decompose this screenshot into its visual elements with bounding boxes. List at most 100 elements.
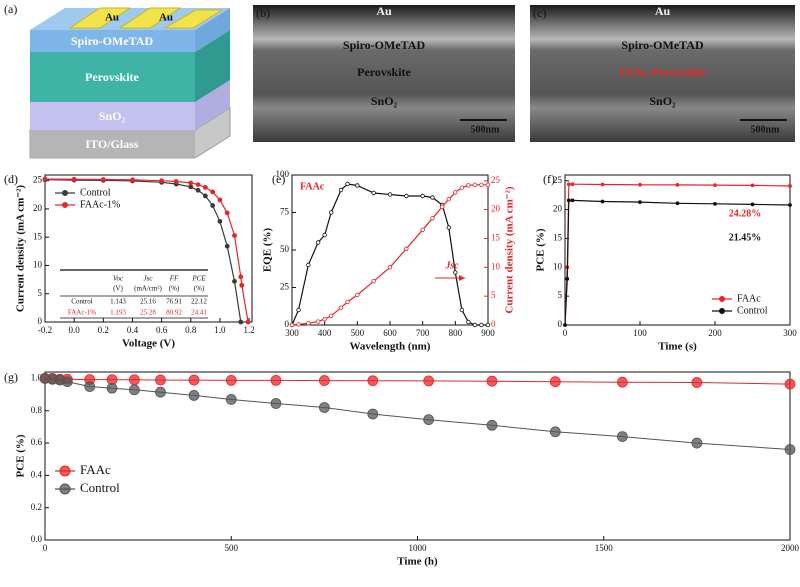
data-point: [566, 182, 571, 187]
scale-bar-label: 500nm: [471, 124, 501, 135]
data-point: [371, 190, 376, 196]
data-point: [318, 402, 330, 413]
table-header: PCE: [191, 275, 206, 283]
data-point: [459, 307, 465, 313]
legend-marker: [62, 190, 68, 196]
data-point: [367, 408, 379, 420]
data-point: [486, 419, 498, 431]
y-tick-label: 0.6: [31, 437, 43, 447]
x-tick-label: 600: [383, 328, 397, 338]
x-tick-label: 500: [225, 543, 239, 553]
legend-marker: [59, 465, 71, 477]
data-point: [71, 176, 77, 182]
data-point: [750, 183, 755, 188]
data-point: [430, 195, 435, 200]
layer-sno2-side: [195, 80, 230, 130]
x-tick-label: 300: [783, 328, 797, 338]
data-point: [788, 203, 792, 207]
data-point: [245, 319, 251, 325]
data-point: [238, 319, 244, 325]
table-cell: Control: [71, 298, 92, 306]
data-point: [188, 390, 200, 401]
data-point: [338, 305, 344, 310]
data-point: [466, 319, 471, 325]
data-point: [296, 307, 301, 313]
table-header: (mA/cm²): [134, 285, 162, 293]
data-point: [675, 183, 680, 187]
data-point: [42, 176, 48, 182]
layer-label: ITO/Glass: [85, 137, 138, 151]
legend-marker: [62, 202, 68, 208]
data-point: [638, 182, 642, 187]
data-point: [472, 182, 478, 188]
data-point: [188, 180, 194, 186]
au-strip: [68, 7, 132, 29]
sem-label: Perovskite: [357, 65, 411, 79]
data-point: [270, 374, 282, 386]
panel-label: (b): [256, 6, 270, 20]
data-point: [224, 243, 230, 249]
y-axis-label: PCE (%): [15, 434, 27, 477]
x-tick-label: 100: [633, 328, 647, 338]
x-tick-label: 0.6: [156, 325, 168, 335]
data-point: [155, 386, 166, 398]
y2-tick-label: 5: [491, 290, 496, 300]
legend-marker: [59, 483, 71, 495]
table-header: Voc: [113, 275, 124, 283]
data-point: [423, 375, 435, 387]
data-point: [329, 210, 334, 215]
y-tick-label: 25: [33, 175, 43, 185]
y-tick-label: 5: [38, 288, 43, 298]
sem-label: SnO₂: [371, 94, 398, 108]
series-line: [44, 178, 249, 323]
legend-label: Control: [80, 480, 120, 495]
x-tick-label: 1000: [409, 543, 428, 553]
layer-spiro: [30, 30, 195, 52]
x-tick-label: 500: [351, 328, 365, 338]
x-tick-label: 1500: [595, 543, 614, 553]
table-cell: 1.193: [110, 309, 126, 317]
x-tick-label: 0: [43, 543, 48, 553]
x-tick-label: 400: [318, 328, 332, 338]
data-point: [318, 375, 330, 386]
y-axis-label: PCE (%): [535, 228, 547, 271]
data-point: [61, 376, 73, 388]
data-point: [128, 374, 140, 386]
data-point: [202, 193, 208, 199]
table-header: (%): [194, 285, 205, 293]
x-tick-label: 1.0: [214, 325, 226, 335]
table-cell: FAAc-1%: [68, 309, 96, 317]
device-schematic: Au Au Spiro-OMeTAD Perovskite SnO₂ ITO/G…: [29, 7, 231, 159]
data-point: [338, 187, 344, 193]
data-point: [224, 210, 230, 216]
panel-label: (a): [4, 2, 17, 16]
data-point: [232, 233, 237, 238]
y-tick-label: 25: [553, 175, 563, 185]
series-line: [44, 179, 242, 323]
data-point: [466, 183, 471, 188]
y-tick-label: 20: [553, 204, 563, 214]
x-tick-label: 700: [416, 328, 430, 338]
y2-tick-label: 20: [491, 204, 501, 214]
series-line: [564, 199, 791, 326]
data-point: [750, 202, 755, 207]
x-tick-label: 900: [481, 328, 495, 338]
table-cell: 25.28: [140, 309, 156, 317]
data-point: [387, 192, 393, 197]
x-tick-label: 0.4: [127, 325, 139, 335]
y-tick-label: 100: [276, 169, 290, 179]
data-point: [106, 382, 118, 394]
data-point: [440, 204, 445, 209]
data-point: [306, 321, 311, 326]
data-point: [239, 282, 245, 288]
sem-label: SnO₂: [649, 94, 676, 108]
panel-label: (e): [272, 172, 285, 186]
annotation-arrowhead: [459, 275, 465, 281]
data-point: [355, 183, 360, 188]
data-point: [130, 177, 135, 183]
data-point: [472, 322, 478, 328]
data-point: [289, 322, 295, 328]
data-point: [446, 197, 451, 202]
annotation: 24.28%: [729, 208, 762, 219]
layer-ito-front: [30, 130, 195, 158]
